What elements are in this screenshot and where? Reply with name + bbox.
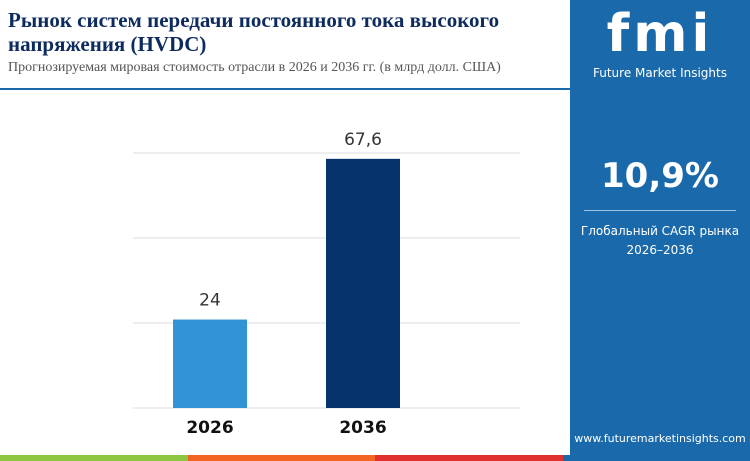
chart: 2026 24 2036 67,6 [133,130,520,438]
brand: Future Market Insights [592,66,727,80]
divider [0,88,570,90]
value-label: 24 [199,291,221,311]
sidebar: fmi Future Market Insights 10,9% Глобаль… [570,0,750,455]
logo: fmi [606,4,714,64]
x-tick-label: 2026 [186,418,233,438]
cagr-text: Глобальный CAGR рынка [580,224,740,238]
cagr-period: 2026–2036 [626,243,694,257]
bar [173,319,247,408]
cagr-label: Глобальный CAGR рынка 2026–2036 [570,222,750,260]
cagr-value: 10,9% [601,156,719,196]
value-label: 67,6 [344,130,382,150]
bar [326,158,400,408]
chart-subtitle: Прогнозируемая мировая стоимость отрасли… [8,60,501,75]
divider [584,210,736,211]
url: www.futuremarketinsights.com [574,432,746,445]
color-strip [0,455,750,461]
x-tick-label: 2036 [339,418,386,438]
chart-title: Рынок систем передачи постоянного тока в… [8,8,500,56]
